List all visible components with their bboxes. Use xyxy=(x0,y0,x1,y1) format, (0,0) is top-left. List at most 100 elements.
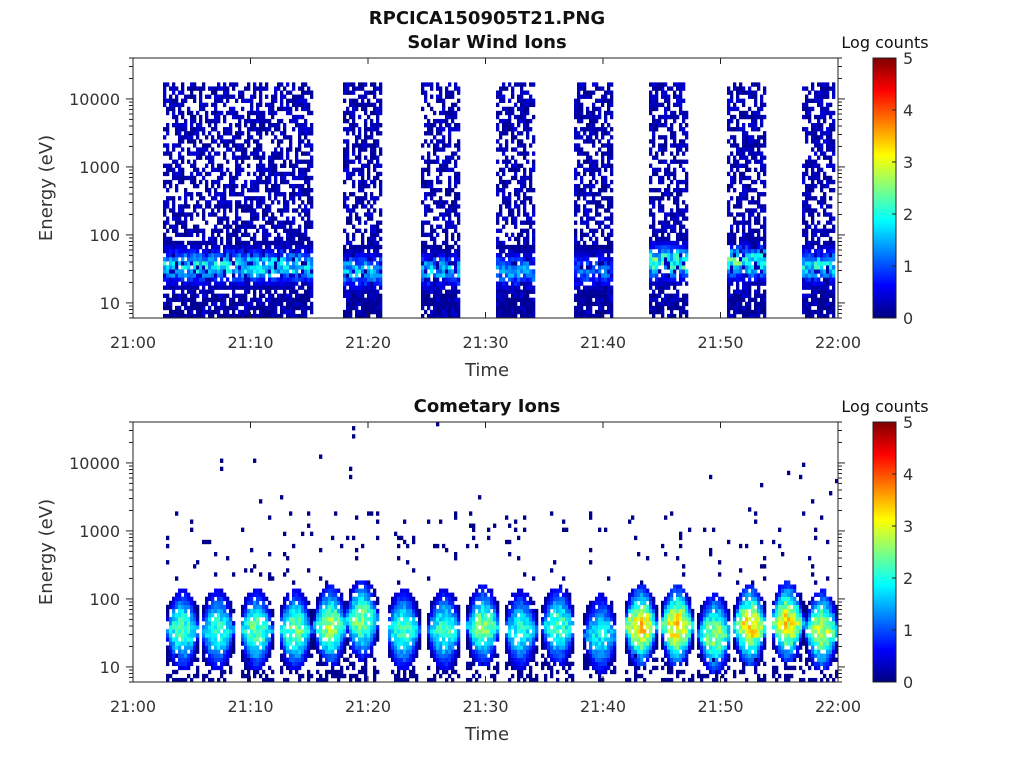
spectrogram-cell xyxy=(181,224,185,229)
spectrogram-cell xyxy=(514,269,518,274)
spectrogram-cell xyxy=(358,277,362,282)
spectrogram-cell xyxy=(244,228,248,233)
spectrogram-cell xyxy=(175,183,179,189)
spectrogram-cell xyxy=(676,216,680,221)
spectrogram-cell xyxy=(496,257,500,262)
spectrogram-cell xyxy=(424,98,428,103)
spectrogram-cell xyxy=(670,216,674,221)
spectrogram-cell xyxy=(181,86,185,91)
spectrogram-cell xyxy=(232,273,236,278)
spectrogram-cell xyxy=(427,127,431,132)
spectrogram-cell xyxy=(166,244,170,250)
spectrogram-cell xyxy=(733,188,737,193)
spectrogram-cell xyxy=(421,289,425,294)
spectrogram-cell xyxy=(205,269,209,274)
spectrogram-cell xyxy=(370,135,374,140)
spectrogram-cell xyxy=(589,171,593,177)
spectrogram-cell xyxy=(499,228,503,233)
spectrogram-cell xyxy=(304,212,308,217)
spectrogram-cell xyxy=(526,220,530,225)
spectrogram-cell xyxy=(238,257,242,262)
spectrogram-cell xyxy=(310,301,314,307)
spectrogram-cell xyxy=(736,98,740,103)
spectrogram-cell xyxy=(526,257,530,262)
spectrogram-cell xyxy=(448,244,452,250)
spectrogram-cell xyxy=(214,265,218,270)
spectrogram-cell xyxy=(580,261,584,266)
spectrogram-cell xyxy=(298,183,302,189)
spectrogram-cell xyxy=(658,289,662,294)
spectrogram-cell xyxy=(574,98,578,103)
spectrogram-cell xyxy=(361,253,365,258)
spectrogram-cell xyxy=(574,114,578,120)
spectrogram-cell xyxy=(586,208,590,213)
spectrogram-cell xyxy=(349,257,353,262)
spectrogram-cell xyxy=(526,253,530,258)
spectrogram-cell xyxy=(523,281,527,286)
spectrogram-cell xyxy=(298,301,302,307)
spectrogram-cell xyxy=(526,110,530,116)
spectrogram-cell xyxy=(748,273,752,278)
spectrogram-cell xyxy=(733,163,737,168)
spectrogram-cell xyxy=(448,305,452,311)
spectrogram-cell xyxy=(166,285,170,290)
spectrogram-cell xyxy=(235,114,239,120)
spectrogram-cell xyxy=(424,220,428,225)
spectrogram-cell xyxy=(373,90,377,95)
spectrogram-cell xyxy=(586,224,590,229)
spectrogram-cell xyxy=(730,257,734,262)
spectrogram-cell xyxy=(364,253,368,258)
spectrogram-cell xyxy=(199,253,203,258)
spectrogram-cell xyxy=(271,131,275,136)
spectrogram-cell xyxy=(346,289,350,294)
spectrogram-cell xyxy=(655,188,659,193)
spectrogram-cell xyxy=(367,309,371,315)
spectrogram-cell xyxy=(583,192,587,197)
spectrogram-cell xyxy=(748,228,752,233)
spectrogram-cell xyxy=(232,151,236,156)
spectrogram-cell xyxy=(343,86,347,91)
spectrogram-cell xyxy=(256,127,260,132)
spectrogram-cell xyxy=(361,139,365,144)
spectrogram-cell xyxy=(523,248,527,254)
spectrogram-cell xyxy=(265,228,269,233)
spectrogram-cell xyxy=(268,293,272,298)
spectrogram-cell xyxy=(352,248,356,254)
spectrogram-cell xyxy=(295,228,299,233)
spectrogram-cell xyxy=(214,106,218,112)
spectrogram-cell xyxy=(610,179,614,185)
spectrogram-cell xyxy=(685,123,689,128)
spectrogram-cell xyxy=(349,82,353,87)
spectrogram-cell xyxy=(682,110,686,116)
spectrogram-cell xyxy=(229,305,233,311)
spectrogram-cell xyxy=(586,289,590,294)
spectrogram-cell xyxy=(454,313,458,319)
spectrogram-cell xyxy=(229,204,233,209)
spectrogram-cell xyxy=(496,244,500,250)
spectrogram-cell xyxy=(244,289,248,294)
spectrogram-cell xyxy=(667,297,671,303)
spectrogram-cell xyxy=(436,297,440,303)
spectrogram-cell xyxy=(739,175,743,181)
spectrogram-cell xyxy=(346,309,350,315)
spectrogram-cell xyxy=(163,265,167,270)
spectrogram-cell xyxy=(271,151,275,156)
spectrogram-cell xyxy=(430,196,434,201)
spectrogram-cell xyxy=(166,204,170,209)
spectrogram-cell xyxy=(310,281,314,286)
spectrogram-cell xyxy=(304,151,308,156)
spectrogram-cell xyxy=(430,127,434,132)
spectrogram-cell xyxy=(610,269,614,274)
spectrogram-cell xyxy=(439,123,443,128)
spectrogram-cell xyxy=(652,228,656,233)
spectrogram-cell xyxy=(244,277,248,282)
spectrogram-cell xyxy=(601,277,605,282)
spectrogram-cell xyxy=(730,277,734,282)
spectrogram-cell xyxy=(670,127,674,132)
spectrogram-cell xyxy=(430,236,434,242)
spectrogram-cell xyxy=(166,188,170,193)
spectrogram-cell xyxy=(505,118,509,124)
spectrogram-cell xyxy=(361,257,365,262)
spectrogram-cell xyxy=(601,297,605,303)
spectrogram-cell xyxy=(172,200,176,205)
